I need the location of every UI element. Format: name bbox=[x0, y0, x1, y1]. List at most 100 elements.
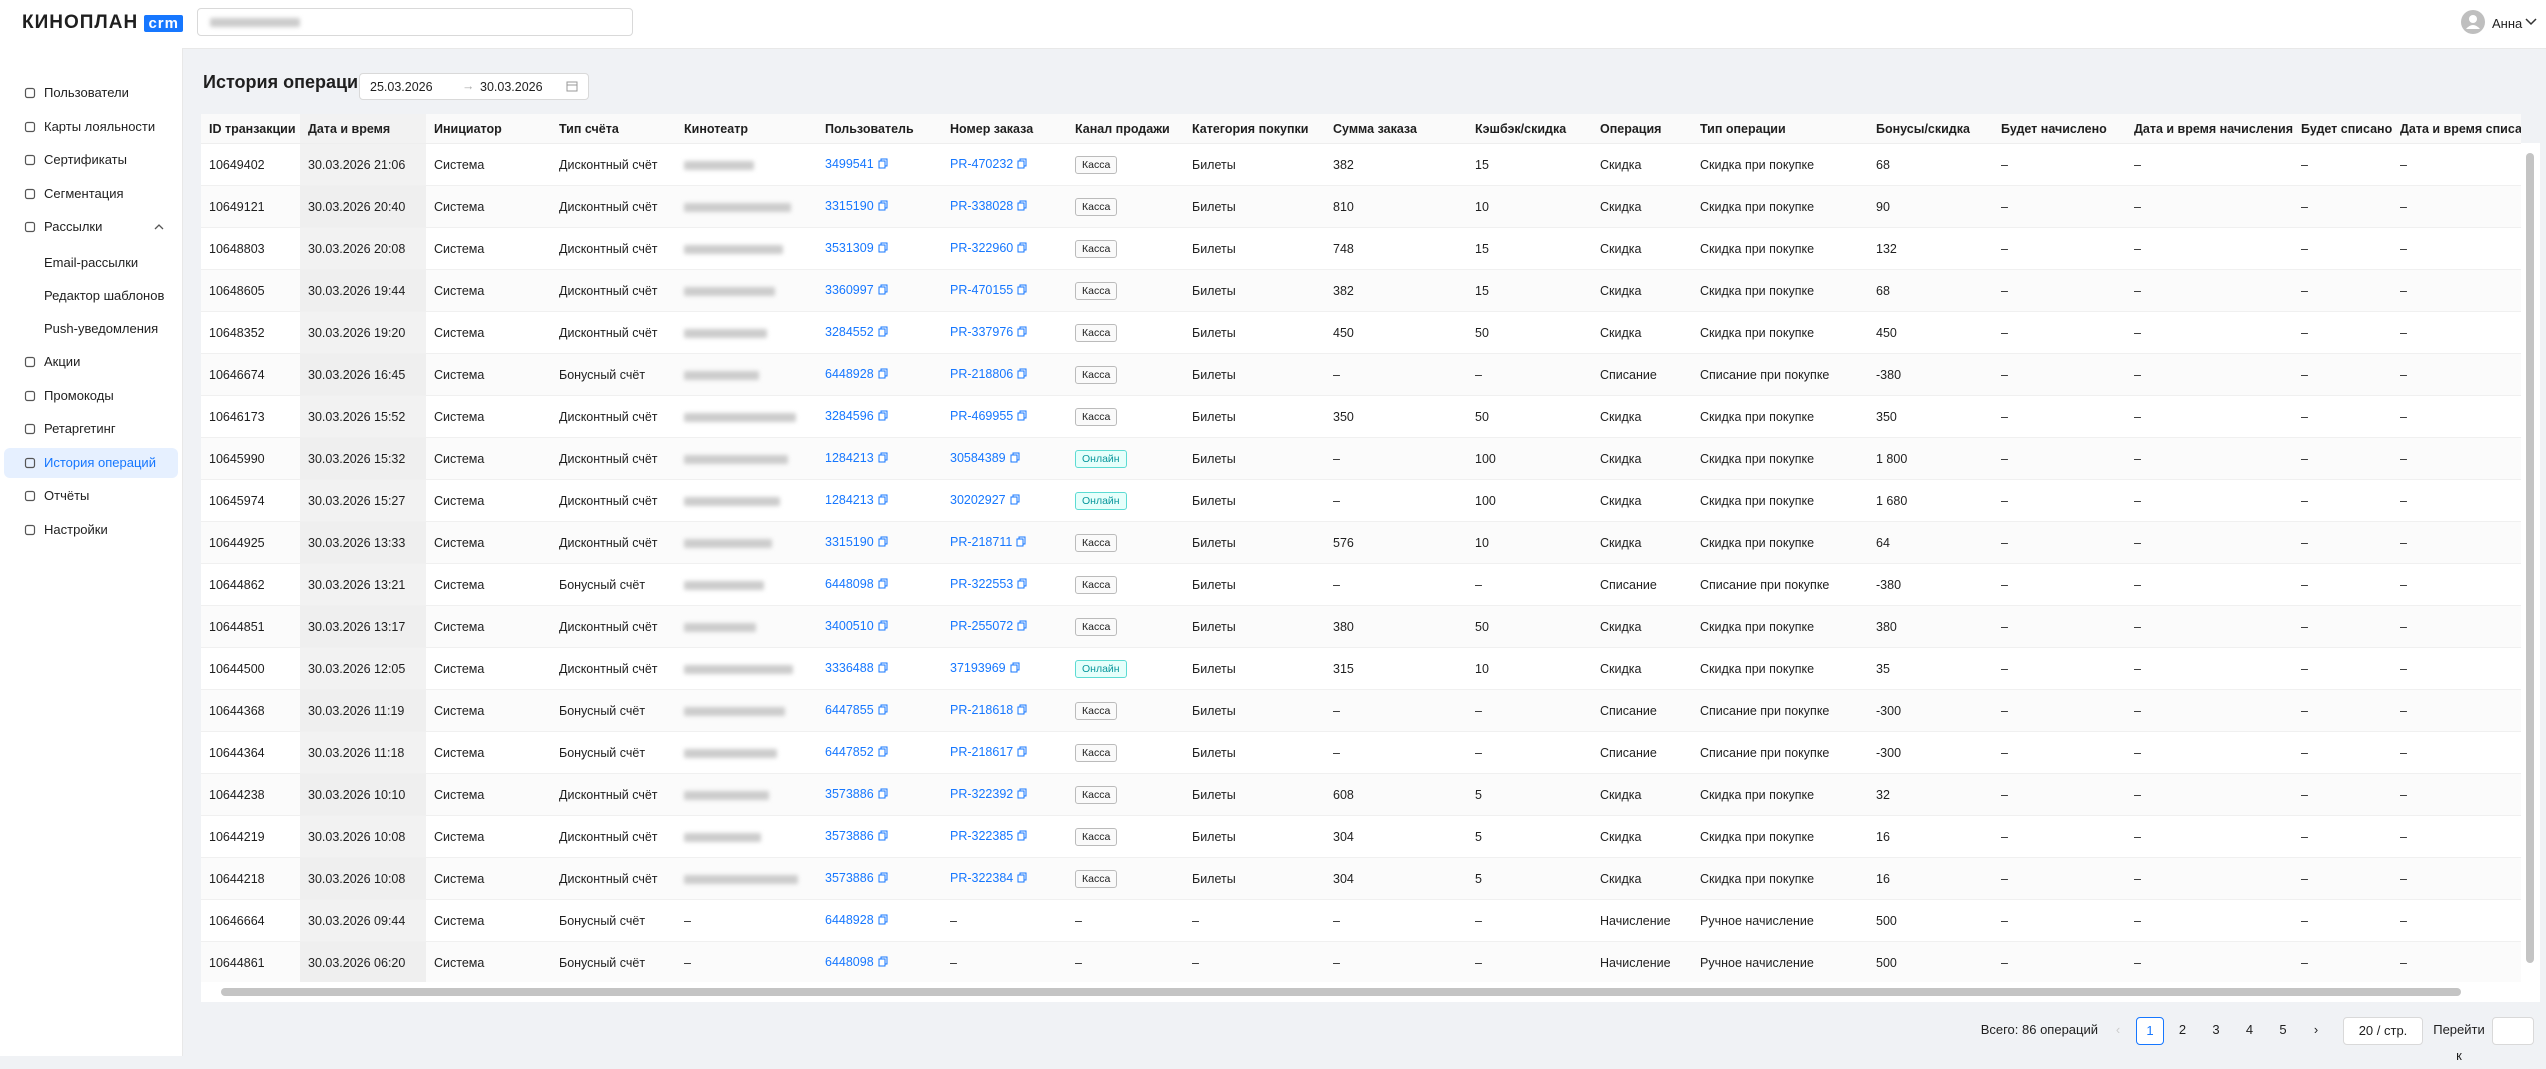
page-button[interactable]: 5 bbox=[2279, 1022, 2287, 1037]
link[interactable]: PR-337976 bbox=[950, 325, 1014, 340]
next[interactable]: › bbox=[2313, 1022, 2319, 1037]
column-header[interactable]: Канал продажи bbox=[1067, 114, 1184, 144]
column-header[interactable]: Будет начислено bbox=[1993, 114, 2126, 144]
table-row[interactable]: 10649121 30.03.2026 20:40 Система Дисконтны… bbox=[201, 185, 2521, 228]
nav-item[interactable]: Ретаргетинг bbox=[4, 414, 178, 444]
table-row[interactable]: 10645990 30.03.2026 15:32 Система Дисконтны… bbox=[201, 437, 2521, 480]
prev[interactable]: ‹ bbox=[2115, 1022, 2121, 1037]
nav-item[interactable]: История операций bbox=[4, 447, 178, 478]
goto-input[interactable] bbox=[2492, 1017, 2534, 1045]
link[interactable]: 1284213 bbox=[825, 451, 874, 466]
logo[interactable]: КИНОПЛАН crm bbox=[22, 12, 183, 34]
nav-item[interactable]: Пользователи bbox=[4, 78, 178, 108]
column-header[interactable]: Операция bbox=[1592, 114, 1692, 144]
link[interactable]: 6448928 bbox=[825, 367, 874, 382]
copy-icon[interactable] bbox=[878, 200, 888, 214]
copy-icon[interactable] bbox=[1017, 746, 1027, 760]
date-range[interactable]: 25.03.2026 → 30.03.2026 bbox=[359, 73, 589, 100]
link[interactable]: PR-218618 bbox=[950, 703, 1014, 718]
copy-icon[interactable] bbox=[878, 620, 888, 634]
copy-icon[interactable] bbox=[1010, 452, 1020, 466]
link[interactable]: 3573886 bbox=[825, 871, 874, 886]
search-select[interactable] bbox=[197, 8, 633, 36]
copy-icon[interactable] bbox=[878, 536, 888, 550]
table-row[interactable]: 10648352 30.03.2026 19:20 Система Дисконтны… bbox=[201, 311, 2521, 354]
link[interactable]: PR-322392 bbox=[950, 787, 1014, 802]
copy-icon[interactable] bbox=[1010, 494, 1020, 508]
table-row[interactable]: 10648803 30.03.2026 20:08 Система Дисконтны… bbox=[201, 227, 2521, 270]
link[interactable]: 3284552 bbox=[825, 325, 874, 340]
column-header[interactable]: Тип операции bbox=[1692, 114, 1868, 144]
link[interactable]: 30202927 bbox=[950, 493, 1006, 508]
column-header[interactable]: Кинотеатр bbox=[676, 114, 817, 144]
page-size[interactable]: 20 / стр. bbox=[2343, 1017, 2423, 1045]
copy-icon[interactable] bbox=[1017, 158, 1027, 172]
copy-icon[interactable] bbox=[878, 956, 888, 970]
copy-icon[interactable] bbox=[878, 788, 888, 802]
nav-item[interactable]: Рассылки bbox=[4, 212, 178, 242]
nav-item[interactable]: Сертификаты bbox=[4, 145, 178, 175]
link[interactable]: PR-218711 bbox=[950, 535, 1013, 550]
nav-item[interactable]: Акции bbox=[4, 347, 178, 377]
copy-icon[interactable] bbox=[878, 662, 888, 676]
copy-icon[interactable] bbox=[1017, 620, 1027, 634]
link[interactable]: 37193969 bbox=[950, 661, 1006, 676]
link[interactable]: PR-218806 bbox=[950, 367, 1014, 382]
table-row[interactable]: 10644218 30.03.2026 10:08 Система Дисконтны… bbox=[201, 857, 2521, 900]
page-button[interactable]: 1 bbox=[2136, 1017, 2164, 1045]
nav-item[interactable]: Отчёты bbox=[4, 481, 178, 511]
link[interactable]: PR-322385 bbox=[950, 829, 1014, 844]
link[interactable]: PR-322384 bbox=[950, 871, 1014, 886]
nav-item[interactable]: Промокоды bbox=[4, 381, 178, 411]
nav-sub-item[interactable]: Push-уведомления bbox=[44, 321, 159, 336]
copy-icon[interactable] bbox=[1010, 662, 1020, 676]
link[interactable]: PR-470155 bbox=[950, 283, 1014, 298]
copy-icon[interactable] bbox=[1017, 704, 1027, 718]
copy-icon[interactable] bbox=[878, 494, 888, 508]
table-row[interactable]: 10644364 30.03.2026 11:18 Система Бонусный … bbox=[201, 731, 2521, 774]
link[interactable]: PR-470232 bbox=[950, 157, 1014, 172]
copy-icon[interactable] bbox=[878, 242, 888, 256]
table-row[interactable]: 10644219 30.03.2026 10:08 Система Дисконтны… bbox=[201, 815, 2521, 858]
table-row[interactable]: 10644851 30.03.2026 13:17 Система Дисконтны… bbox=[201, 605, 2521, 648]
copy-icon[interactable] bbox=[878, 158, 888, 172]
link[interactable]: 3284596 bbox=[825, 409, 874, 424]
copy-icon[interactable] bbox=[878, 830, 888, 844]
table-row[interactable]: 10644368 30.03.2026 11:19 Система Бонусный … bbox=[201, 689, 2521, 732]
nav-sub-item[interactable]: Редактор шаблонов bbox=[44, 288, 165, 303]
column-header[interactable]: Категория покупки bbox=[1184, 114, 1325, 144]
link[interactable]: PR-322960 bbox=[950, 241, 1014, 256]
link[interactable]: 3499541 bbox=[825, 157, 874, 172]
link[interactable]: 3360997 bbox=[825, 283, 874, 298]
link[interactable]: 3315190 bbox=[825, 199, 874, 214]
copy-icon[interactable] bbox=[1017, 242, 1027, 256]
column-header[interactable]: Бонусы/скидка bbox=[1868, 114, 1993, 144]
link[interactable]: PR-338028 bbox=[950, 199, 1014, 214]
link[interactable]: PR-255072 bbox=[950, 619, 1014, 634]
link[interactable]: 1284213 bbox=[825, 493, 874, 508]
table-row[interactable]: 10644238 30.03.2026 10:10 Система Дисконтны… bbox=[201, 773, 2521, 816]
nav-item[interactable]: Карты лояльности bbox=[4, 112, 178, 142]
table-row[interactable]: 10648605 30.03.2026 19:44 Система Дисконтны… bbox=[201, 269, 2521, 312]
table-row[interactable]: 10644861 30.03.2026 06:20 Система Бонусный … bbox=[201, 941, 2521, 982]
h-scrollbar[interactable] bbox=[201, 982, 2540, 1002]
column-header[interactable]: Тип счёта bbox=[551, 114, 676, 144]
column-header[interactable]: ID транзакции bbox=[201, 114, 300, 144]
column-header[interactable]: Дата и время bbox=[300, 114, 426, 144]
copy-icon[interactable] bbox=[878, 578, 888, 592]
link[interactable]: 6448928 bbox=[825, 913, 874, 928]
table-row[interactable]: 10644862 30.03.2026 13:21 Система Бонусный … bbox=[201, 563, 2521, 606]
page-button[interactable]: 3 bbox=[2212, 1022, 2220, 1037]
link[interactable]: PR-322553 bbox=[950, 577, 1014, 592]
copy-icon[interactable] bbox=[878, 410, 888, 424]
link[interactable]: PR-218617 bbox=[950, 745, 1014, 760]
page-button[interactable]: 2 bbox=[2178, 1022, 2187, 1037]
copy-icon[interactable] bbox=[1017, 410, 1027, 424]
copy-icon[interactable] bbox=[878, 368, 888, 382]
nav-item[interactable]: Настройки bbox=[4, 515, 178, 545]
copy-icon[interactable] bbox=[1017, 830, 1027, 844]
avatar[interactable] bbox=[2460, 9, 2486, 35]
copy-icon[interactable] bbox=[1017, 326, 1027, 340]
copy-icon[interactable] bbox=[1016, 536, 1026, 550]
v-scrollbar[interactable] bbox=[2521, 143, 2540, 982]
